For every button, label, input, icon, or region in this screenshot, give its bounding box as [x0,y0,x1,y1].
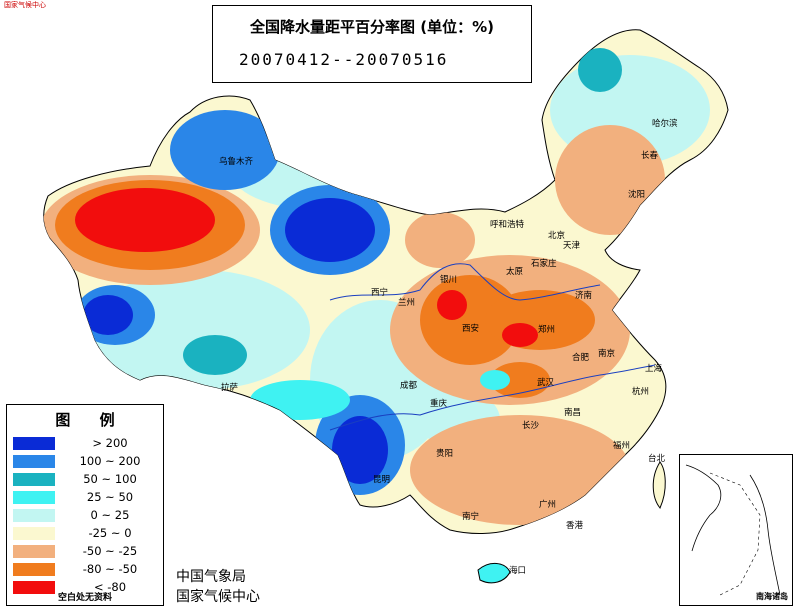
city-label: 沈阳 [628,190,646,200]
legend-item: 100 ~ 200 [13,453,159,469]
south-china-sea-inset: 南海诸岛 [679,454,793,606]
legend-label: -25 ~ 0 [88,526,132,540]
legend-label: 50 ~ 100 [83,472,137,486]
legend-note: 空白处无资料 [57,593,112,603]
legend-swatch [13,545,55,558]
city-label: 郑州 [538,325,556,335]
agency-ncc: 国家气候中心 [176,589,260,605]
city-label: 济南 [575,291,593,301]
city-label: 武汉 [537,378,555,388]
map-period: 20070412--20070516 [239,50,449,69]
city-label: 福州 [613,441,631,451]
inset-map [685,464,781,596]
city-label: 哈尔滨 [652,119,678,129]
city-label: 海口 [509,566,527,576]
city-label: 合肥 [572,353,590,363]
yellow-river [329,263,601,301]
city-label: 拉萨 [221,383,239,393]
legend-item: 25 ~ 50 [13,489,159,505]
inset-boundary [709,472,761,596]
city-label: 天津 [563,241,581,251]
city-label: 成都 [400,381,418,391]
city-label: 西宁 [371,288,389,298]
legend-label: -50 ~ -25 [82,544,138,558]
city-label: 兰州 [398,298,416,308]
legend-item: < -80 [13,579,159,595]
city-label: 石家庄 [531,259,557,269]
legend-swatch [13,491,55,504]
legend-swatch [13,581,55,594]
legend-swatch [13,437,55,450]
legend-label: > 200 [92,436,128,450]
city-label: 西安 [462,324,480,334]
city-label: 呼和浩特 [490,220,525,230]
city-label: 北京 [548,231,566,241]
taiwan-island [652,461,666,509]
city-label: 南昌 [564,408,582,418]
map-title: 全国降水量距平百分率图 (单位：%) [250,18,494,36]
inset-coast [749,474,781,596]
yangtze-river [329,364,656,431]
legend-swatch [13,509,55,522]
header-mark: 国家气候中心 [4,1,46,9]
city-label: 南京 [598,349,616,359]
city-label: 重庆 [430,399,448,409]
legend-item: -80 ~ -50 [13,561,159,577]
anomaly-zones [43,48,710,525]
legend-label: 0 ~ 25 [90,508,130,522]
city-label: 昆明 [373,475,391,485]
legend-label: -80 ~ -50 [82,562,138,576]
city-label: 太原 [506,267,524,277]
hainan-island [477,563,511,584]
legend-label: 100 ~ 200 [79,454,141,468]
inset-label: 南海诸岛 [756,592,788,601]
city-label: 长沙 [522,421,540,431]
city-label: 长春 [641,151,659,161]
legend-item: 0 ~ 25 [13,507,159,523]
city-label: 杭州 [632,387,650,397]
legend-swatch [13,455,55,468]
legend-item: -25 ~ 0 [13,525,159,541]
city-label: 广州 [539,500,557,510]
legend-item: 50 ~ 100 [13,471,159,487]
city-label: 南宁 [462,512,480,522]
legend-label: < -80 [93,580,127,594]
city-label: 台北 [648,454,666,464]
legend-label: 25 ~ 50 [86,490,134,504]
legend-item: -50 ~ -25 [13,543,159,559]
city-label: 乌鲁木齐 [219,157,254,167]
city-label: 上海 [645,364,663,374]
legend-title: 图 例 [55,411,115,429]
legend-swatch [13,527,55,540]
legend-swatch [13,473,55,486]
city-label: 贵阳 [436,449,454,459]
inset-coast [685,464,722,552]
city-label: 香港 [566,521,584,531]
legend: 图 例 > 200 100 ~ 200 50 ~ 100 25 ~ 50 0 ~… [6,404,164,606]
agency-cma: 中国气象局 [176,569,246,585]
title-box: 全国降水量距平百分率图 (单位：%) 20070412--20070516 [212,5,532,83]
legend-item: > 200 [13,435,159,451]
city-label: 银川 [440,275,458,285]
legend-swatch [13,563,55,576]
